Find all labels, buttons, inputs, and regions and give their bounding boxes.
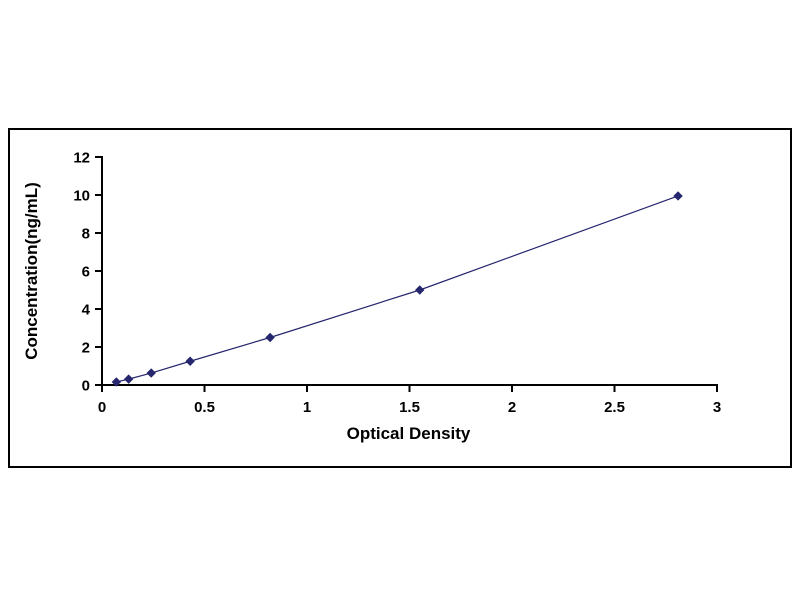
- x-tick-label: 2.5: [604, 399, 625, 416]
- y-tick-label: 12: [73, 150, 90, 167]
- x-tick-label: 3: [713, 399, 721, 416]
- y-axis-title: Concentration(ng/mL): [22, 182, 41, 360]
- x-axis-title: Optical Density: [346, 424, 471, 443]
- plot-svg: 0 2 4 6 8 10 12 0 0.5 1 1.5 2 2.5 3: [73, 150, 721, 417]
- y-tick-label: 8: [82, 226, 90, 243]
- x-tick-label: 1.5: [399, 399, 420, 416]
- data-point-marker: [415, 285, 425, 295]
- y-tick-label: 0: [82, 378, 90, 395]
- x-tick-label: 2: [508, 399, 516, 416]
- data-point-marker: [111, 377, 122, 387]
- y-tick-label: 2: [82, 340, 90, 357]
- data-point-marker: [265, 332, 275, 343]
- x-tick-label: 0: [98, 399, 106, 416]
- series-line: [116, 195, 679, 383]
- x-tick-label: 0.5: [194, 399, 215, 416]
- standard-curve-chart: 0 2 4 6 8 10 12 0 0.5 1 1.5 2 2.5 3 Concentration(ng/…: [8, 128, 792, 468]
- x-tick-label: 1: [303, 399, 311, 416]
- y-tick-label: 6: [82, 264, 90, 281]
- y-tick-label: 10: [73, 188, 90, 205]
- data-point-marker: [673, 191, 683, 201]
- data-point-marker: [146, 368, 156, 378]
- data-point-marker: [185, 356, 195, 366]
- data-point-marker: [123, 374, 134, 384]
- y-tick-label: 4: [82, 302, 91, 319]
